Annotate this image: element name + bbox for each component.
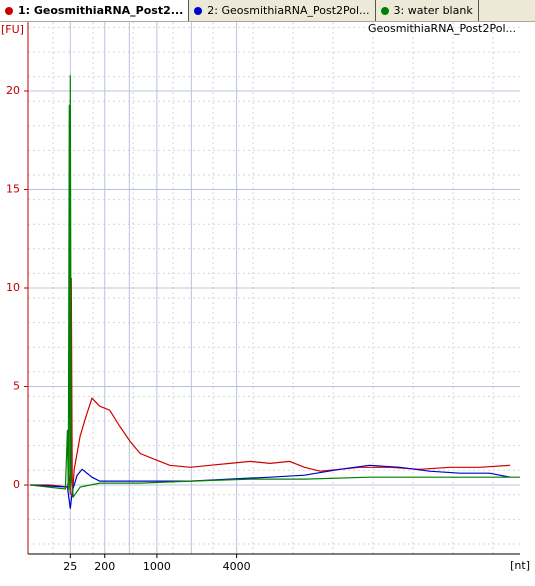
x-tick-label: 200	[94, 560, 115, 573]
tab-label: 1: GeosmithiaRNA_Post2...	[18, 4, 184, 17]
sample-dot	[380, 6, 389, 15]
y-tick-label: 10	[6, 281, 20, 294]
sample-tab[interactable]: 2: GeosmithiaRNA_Post2Pol...	[189, 0, 376, 21]
sample-tab[interactable]: 1: GeosmithiaRNA_Post2...	[0, 0, 190, 21]
chart-title: GeosmithiaRNA_Post2Pol...	[368, 22, 516, 35]
trace	[29, 464, 511, 509]
y-axis-label: [FU]	[1, 23, 24, 36]
trace	[30, 278, 511, 497]
sample-dot	[194, 6, 203, 15]
chart: GeosmithiaRNA_Post2Pol... [FU] [nt] 0 5 10 15 2…	[1, 22, 530, 573]
sample-tab[interactable]: 3: water blank	[376, 0, 479, 21]
x-tick-label: 4000	[223, 560, 251, 573]
tab-label: 2: GeosmithiaRNA_Post2Pol...	[207, 4, 370, 17]
trace	[29, 75, 520, 499]
y-tick-label: 15	[6, 182, 20, 195]
x-tick-label: 25	[63, 560, 77, 573]
tab-bar: 1: GeosmithiaRNA_Post2... 2: GeosmithiaRN…	[0, 0, 535, 22]
y-tick-label: 20	[6, 84, 20, 97]
y-tick-label: 0	[13, 478, 20, 491]
sample-dot	[5, 6, 13, 15]
tab-label: 3: water blank	[393, 4, 473, 17]
x-axis-label: [nt]	[510, 559, 530, 572]
x-tick-label: 1000	[143, 560, 171, 573]
y-tick-label: 5	[13, 380, 20, 393]
